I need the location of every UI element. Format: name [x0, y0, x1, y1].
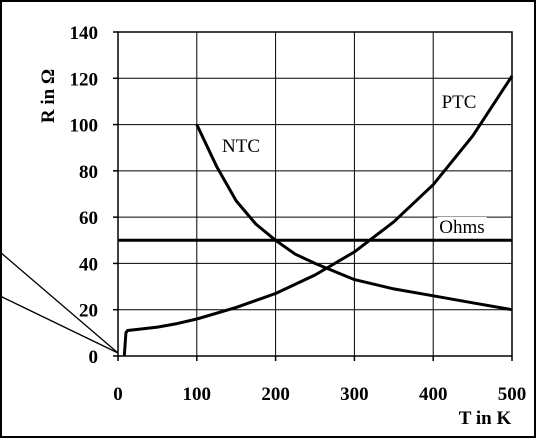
y-tick-label-0: 0 [89, 347, 99, 368]
series-label-ptc: PTC [442, 92, 477, 113]
series-label-bg-ptc [439, 92, 479, 113]
x-tick-label-2: 200 [261, 384, 290, 405]
grid [117, 31, 513, 357]
series-label-bg-ohms [437, 217, 487, 238]
y-tick-label-7: 140 [70, 23, 99, 44]
y-tick-label-6: 120 [70, 69, 99, 90]
y-tick-label-4: 80 [79, 162, 98, 183]
series-line-ptc [122, 75, 514, 357]
callout-line-upper [0, 251, 119, 354]
plot-frame [117, 31, 513, 357]
x-axis-title: T in K [459, 408, 512, 429]
callout-line-lower [0, 295, 119, 354]
plot-area [118, 75, 514, 357]
series-label-bg-ntc [220, 136, 262, 157]
x-tick-label-5: 500 [498, 384, 527, 405]
axes [113, 31, 513, 361]
y-axis-title: R in Ω [38, 69, 59, 123]
y-tick-label-1: 20 [79, 301, 98, 322]
series-line-ntc [195, 123, 513, 312]
y-tick-label-2: 40 [79, 254, 98, 275]
x-tick-label-3: 300 [340, 384, 369, 405]
series-label-ohms: Ohms [439, 217, 484, 238]
x-tick-label-1: 100 [183, 384, 212, 405]
series-labels: NTC PTC Ohms [220, 92, 487, 238]
y-tick-label-3: 60 [79, 208, 98, 229]
y-tick-labels: 0 20 40 60 80 100 120 140 [70, 23, 99, 368]
x-tick-label-4: 400 [419, 384, 448, 405]
series-label-ntc: NTC [222, 136, 260, 157]
x-tick-label-0: 0 [113, 384, 123, 405]
x-tick-labels: 0 100 200 300 400 500 [113, 384, 526, 405]
y-tick-label-5: 100 [70, 116, 99, 137]
